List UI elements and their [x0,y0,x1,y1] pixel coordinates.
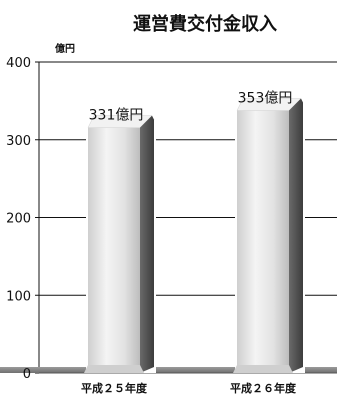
y-tick-label-300: 300 [6,134,31,149]
bar-value-label-1: 353億円 [238,91,293,107]
bar-front-face [88,127,140,374]
bar-base [84,365,144,373]
x-category-label-0: 平成２５年度 [81,381,148,395]
floor-band [0,367,337,373]
y-tick-label-400: 400 [6,56,31,71]
chart-title: 運営費交付金収入 [133,13,277,35]
y-tick-label-0: 0 [23,367,31,382]
y-tick-label-200: 200 [6,212,31,227]
bar-1 [233,98,305,373]
y-tick-label-100: 100 [6,289,31,304]
bar-front-face [237,110,289,373]
x-category-label-1: 平成２６年度 [230,381,297,395]
bar-side-face [289,98,303,373]
bar-0 [84,115,156,374]
bar-value-label-0: 331億円 [89,108,144,124]
bar-side-face [140,115,154,374]
bar-base [233,365,293,373]
bars [84,98,305,374]
y-axis-unit: 億円 [55,42,75,55]
